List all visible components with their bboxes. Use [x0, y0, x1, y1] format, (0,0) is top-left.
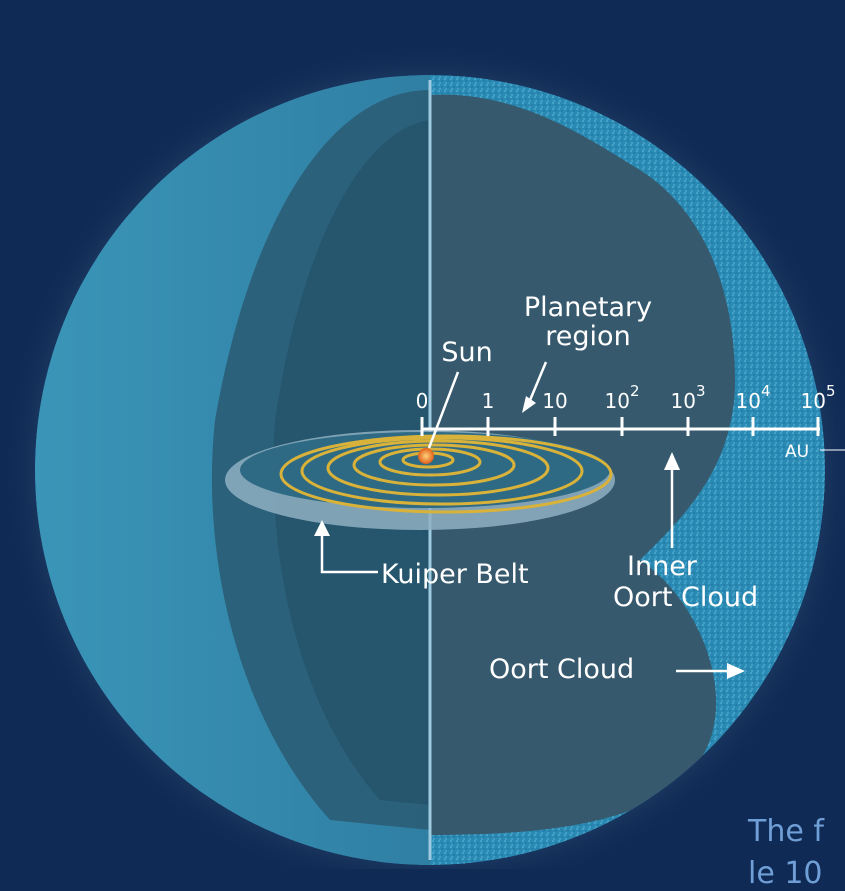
scale-ticks: 0 1 10 102 103 104 105 — [416, 382, 836, 436]
planetary-region-arrow — [526, 361, 548, 406]
scale-tick-label: 0 — [416, 389, 429, 413]
inner-oort-label-2: Oort Cloud — [613, 582, 758, 613]
oort-cloud-arrowhead — [727, 663, 745, 679]
scale-tick-label: 103 — [671, 382, 706, 413]
kuiper-belt-label: Kuiper Belt — [381, 559, 529, 590]
kuiper-belt-arrow — [320, 530, 378, 574]
caption-line-1: The f — [748, 814, 824, 849]
kuiper-belt-inner — [240, 432, 610, 508]
arrow-heads — [314, 396, 745, 679]
sun-icon — [418, 448, 434, 464]
caption-line-2: le 10 — [748, 856, 823, 891]
scale-tick-label: 105 — [801, 382, 836, 413]
sun-label: Sun — [441, 337, 492, 368]
scale-tick-label: 10 — [542, 389, 567, 413]
inner-oort-arrowhead — [664, 452, 680, 470]
oort-cloud-label: Oort Cloud — [489, 654, 634, 685]
planetary-region-label-2: region — [545, 321, 630, 352]
planetary-region-arrowhead — [522, 396, 536, 413]
kuiper-belt-arrowhead — [314, 520, 330, 536]
au-unit-label: AU — [785, 442, 809, 462]
planetary-region-label-1: Planetary — [524, 292, 652, 323]
annotation-arrows — [320, 361, 732, 673]
scale-tick-label: 102 — [605, 382, 640, 413]
scale-tick-label: 104 — [736, 382, 771, 413]
oort-cloud-diagram: 0 1 10 102 103 104 105 Planetary region Sun Ku… — [0, 40, 845, 869]
scale-tick-label: 1 — [482, 389, 495, 413]
sun-arrow — [427, 371, 460, 449]
inner-oort-label-1: Inner — [627, 551, 698, 582]
